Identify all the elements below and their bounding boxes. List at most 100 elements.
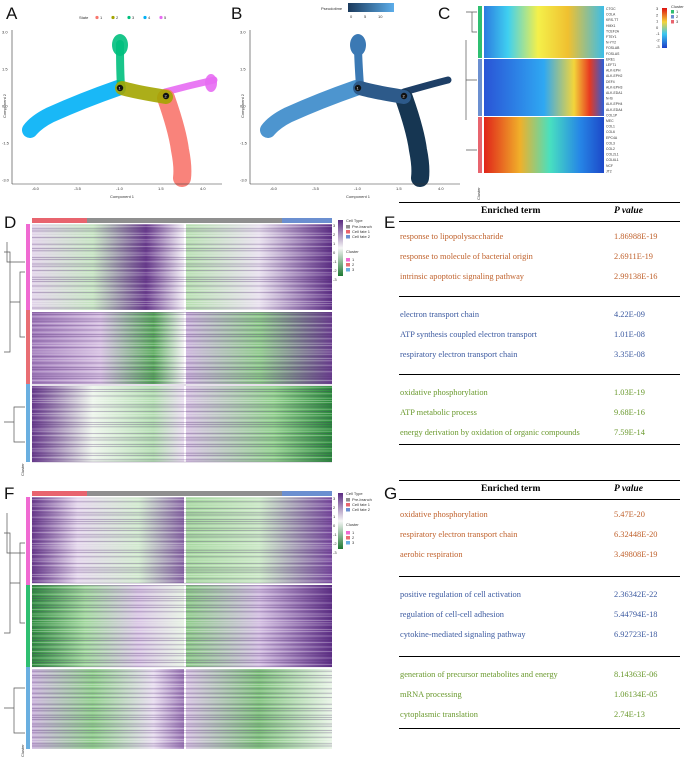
state-legend-label: 5 [164, 15, 167, 20]
heatmap-c-scale-ticks: 32 10-1 -2-3 [656, 6, 660, 49]
cluster-label: 2 [352, 535, 355, 540]
state-legend-items: 1 2 3 4 5 [95, 15, 167, 20]
heatmap-d-colorbar [338, 220, 343, 276]
heatmap-d-block-3-right [186, 386, 332, 462]
heatmap-d-block-2-left [32, 312, 184, 384]
celltype-label: Cell fate 1 [352, 502, 371, 507]
state-legend-dot [111, 15, 115, 20]
enriched-term: oxidative phosphorylation [400, 388, 488, 397]
p-value: 6.32448E-20 [614, 530, 658, 539]
enrichment-table-e: Enriched term P value response to lipopo… [399, 202, 680, 464]
enrichment-table-g: Enriched term P value oxidative phosphor… [399, 480, 680, 752]
heatmap-d-celltype-title: Cell Type [346, 218, 363, 223]
scale-tick: 2 [656, 12, 659, 17]
branch-node-1-label-b: 1 [357, 86, 360, 91]
heatmap-c-axis-label: Cluster [476, 187, 481, 200]
heatmap-f-block-2-left [32, 585, 184, 667]
panel-label-c: C [438, 4, 451, 23]
panel-label-f: F [4, 484, 15, 503]
state-legend-dot [159, 15, 163, 20]
enriched-term: positive regulation of cell activation [400, 590, 521, 599]
p-value: 3.35E-08 [614, 350, 645, 359]
gene-label: ALK-EDA4 [606, 108, 623, 112]
gene-label: EPC4A [606, 136, 618, 140]
scale-tick: 0 [333, 250, 336, 255]
heatmap-f-block-3-right [186, 669, 332, 749]
x-tick-label: 4.0 [200, 186, 206, 191]
table-group-divider [399, 656, 680, 657]
gene-label: COLA [606, 13, 616, 17]
y-tick-label: -1.5 [240, 141, 248, 146]
panel-label-g: G [384, 484, 398, 503]
state-legend-dot [95, 15, 99, 20]
y-tick-label: 0.0 [240, 104, 246, 109]
trajectory-state-plot: State 1 2 3 4 5 1 2 3.0 1.5 0.0 -1.5 -3.0 -6.0 -3.… [2, 15, 224, 199]
heatmap-f-block-2-right [186, 585, 332, 667]
y-tick-label: 0.0 [2, 104, 8, 109]
scale-tick: -1 [656, 31, 660, 36]
x-tick-label: -6.0 [32, 186, 40, 191]
y-tick-label: 3.0 [2, 30, 8, 35]
x-tick-label: -3.5 [312, 186, 320, 191]
gene-label: FOSLAB [606, 46, 620, 50]
panel-label-b: B [231, 4, 243, 23]
branch-node-2 [162, 92, 170, 100]
gene-label: COL2 [606, 147, 615, 151]
table-group-divider [399, 374, 680, 375]
pseudotime-colorbar [348, 3, 394, 12]
scale-tick: -2 [333, 268, 337, 273]
scale-tick: 1 [333, 241, 336, 246]
gene-label: FTSY1 [606, 35, 617, 39]
x-tick-label: 1.5 [158, 186, 164, 191]
enriched-term: response to molecule of bacterial origin [400, 252, 533, 261]
table-e-header-term: Enriched term [481, 206, 541, 216]
state-legend-label: 4 [148, 15, 151, 20]
pseudotime-tick: 5 [364, 14, 367, 19]
heatmap-c-colorbar [662, 8, 667, 48]
x-axis-label-a: Component 1 [110, 194, 135, 199]
pseudotime-legend-title: Pseudotime [321, 6, 343, 11]
p-value: 3.49808E-19 [614, 550, 658, 559]
cluster-swatch [671, 15, 674, 19]
axes-b: 3.0 1.5 0.0 -1.5 -3.0 -6.0 -3.5 -1.0 1.5 4.0 [240, 30, 460, 191]
cluster-swatch [671, 20, 674, 24]
branch-node-1 [116, 84, 124, 92]
y-axis-label-b: Component 2 [240, 93, 245, 118]
x-tick-label: 4.0 [438, 186, 444, 191]
gene-label: COL6L1 [606, 158, 619, 162]
heatmap-d-side-label: Cluster [20, 463, 25, 476]
enriched-term: ATP metabolic process [400, 408, 477, 417]
enriched-term: electron transport chain [400, 310, 480, 319]
heatmap-f-block-3-left [32, 669, 184, 749]
p-value: 7.59E-14 [614, 428, 645, 437]
celltype-swatch [346, 230, 350, 234]
scale-tick: 0 [656, 25, 659, 30]
cluster-label: 3 [676, 19, 679, 24]
enriched-term: mRNA processing [400, 690, 462, 699]
y-tick-label: -3.0 [240, 178, 248, 183]
table-e-header-p: P value [614, 206, 643, 216]
state-legend-dot [127, 15, 131, 20]
heatmap-c-legend-title: Cluster [671, 4, 684, 9]
branch-node-2-label: 2 [165, 94, 168, 99]
heatmap-f-cluster-legend: 123 [346, 530, 355, 545]
x-tick-label: -6.0 [270, 186, 278, 191]
heatmap-d-cluster-title: Cluster [346, 249, 359, 254]
enriched-term: cytokine-mediated signaling pathway [400, 630, 526, 639]
p-value: 1.06134E-05 [614, 690, 658, 699]
panel-label-e: E [384, 213, 396, 232]
cluster-swatch [346, 531, 350, 535]
p-value: 1.01E-08 [614, 330, 645, 339]
scale-tick: 2 [333, 232, 336, 237]
enriched-term: generation of precursor metabolites and … [400, 670, 558, 679]
heatmap-f-scale-ticks: 3 2 1 0 -1 -2 -3 [333, 496, 337, 555]
cluster-swatch [346, 258, 350, 262]
enriched-term: response to lipopolysaccharide [400, 232, 504, 241]
y-tick-label: 1.5 [2, 67, 8, 72]
table-group-divider [399, 296, 680, 297]
state-branch-1 [157, 89, 192, 187]
gene-label: ERE1 [606, 57, 615, 61]
